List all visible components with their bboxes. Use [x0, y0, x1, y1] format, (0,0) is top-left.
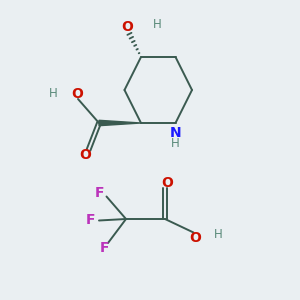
Text: O: O	[71, 87, 83, 100]
Text: H: H	[171, 137, 180, 150]
Text: F: F	[95, 186, 105, 200]
Text: H: H	[153, 17, 162, 31]
Text: O: O	[121, 20, 133, 34]
Text: F: F	[86, 213, 95, 227]
Text: O: O	[189, 231, 201, 245]
Polygon shape	[99, 120, 141, 126]
Text: F: F	[100, 242, 109, 255]
Text: H: H	[214, 227, 223, 241]
Text: H: H	[49, 87, 58, 100]
Text: O: O	[80, 148, 92, 162]
Text: O: O	[161, 176, 173, 190]
Text: N: N	[170, 126, 181, 140]
